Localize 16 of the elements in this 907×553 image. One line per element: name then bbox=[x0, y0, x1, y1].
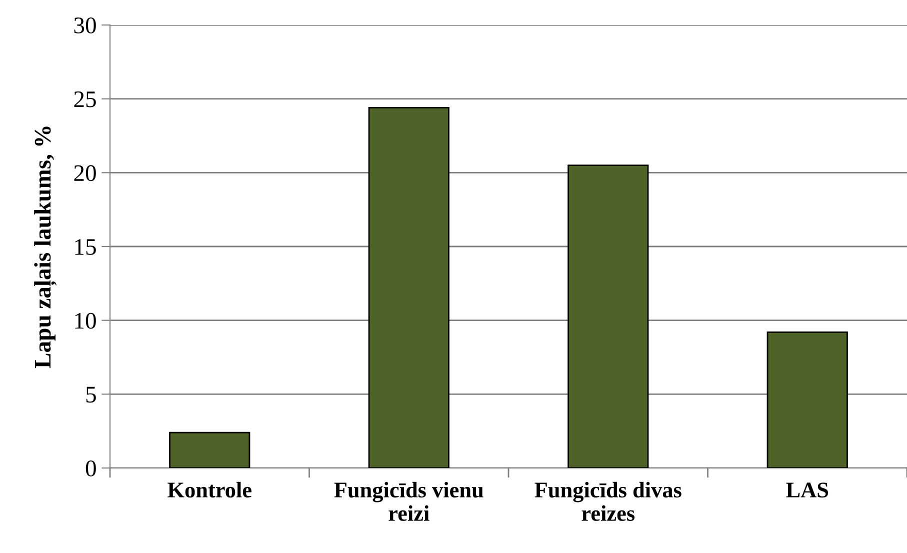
bar bbox=[568, 164, 649, 468]
y-tick-label: 10 bbox=[75, 312, 96, 329]
bar bbox=[169, 432, 250, 468]
x-tick-label: Fungicīds divas reizes bbox=[534, 482, 682, 521]
y-tick-label: 0 bbox=[86, 460, 96, 476]
y-axis-title: Lapu zaļais laukums, % bbox=[34, 126, 57, 368]
x-tick-label: LAS bbox=[786, 482, 828, 498]
y-tick-label: 30 bbox=[74, 17, 96, 34]
y-tick-label: 25 bbox=[74, 91, 96, 108]
bar bbox=[368, 107, 450, 468]
y-tick-label: 5 bbox=[86, 386, 96, 403]
y-tick-label: 15 bbox=[75, 239, 96, 255]
bar bbox=[766, 331, 848, 468]
x-tick-label: Kontrole bbox=[168, 482, 252, 498]
y-tick-label: 20 bbox=[74, 165, 96, 182]
x-tick-label: Fungicīds vienu reizi bbox=[334, 482, 484, 521]
